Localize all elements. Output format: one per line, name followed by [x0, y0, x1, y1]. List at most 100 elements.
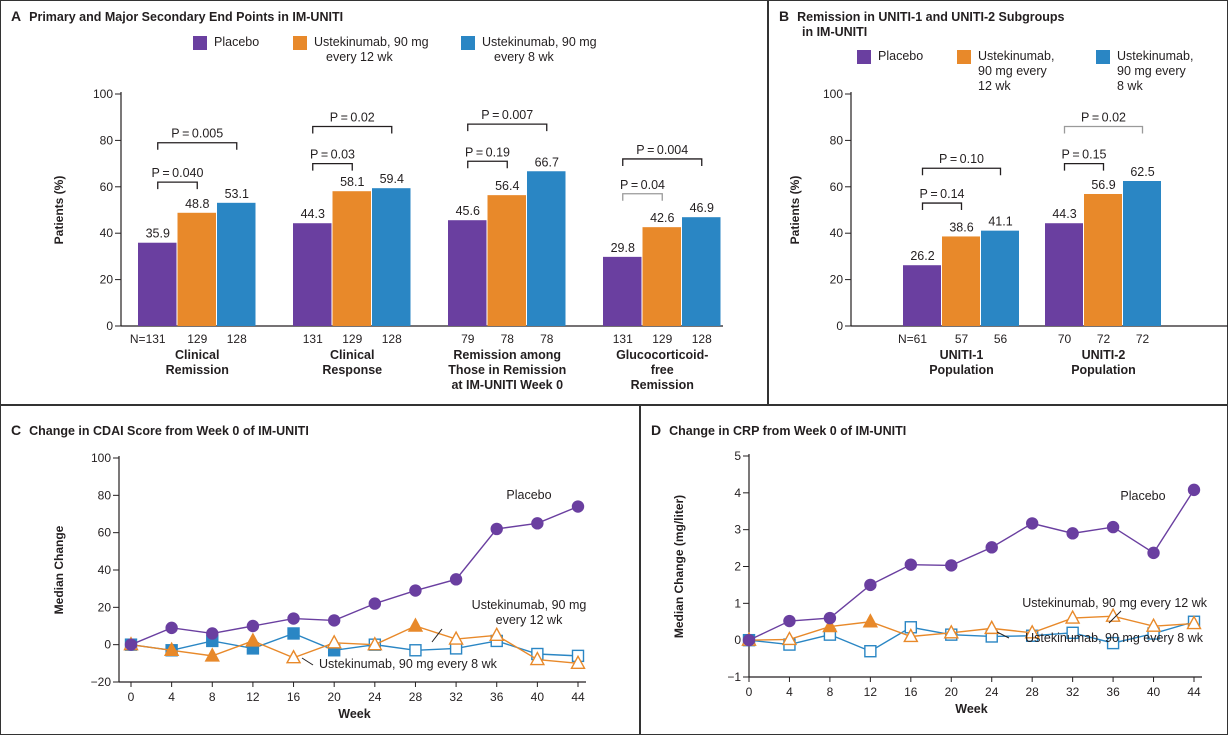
x-tick-label: 12: [864, 685, 878, 699]
n-label: 78: [540, 332, 554, 346]
point-placebo-0: [742, 633, 756, 647]
n-label: 72: [1136, 332, 1150, 346]
bar-value-label: 42.6: [650, 211, 674, 225]
point-placebo-10: [1147, 546, 1160, 560]
point-placebo-9: [490, 522, 503, 536]
y-tick-label: 80: [830, 133, 844, 147]
pvalue-bracket: [157, 142, 238, 150]
bar-value-label: 44.3: [301, 207, 325, 221]
category-label: Glucocorticoid-: [616, 348, 708, 362]
pvalue-bracket: [921, 202, 963, 211]
n-label: 131: [303, 332, 323, 346]
x-tick-label: 36: [1106, 685, 1120, 699]
point-placebo-6: [368, 597, 382, 610]
y-axis-label: Median Change: [52, 525, 66, 614]
series-line-ustekinumab-90-mg-every-8-wk: [748, 621, 1195, 652]
x-tick-label: 32: [1066, 685, 1080, 699]
point-ustekinumab-90-mg-every-12-wk-6: [984, 619, 1000, 635]
x-tick-label: 28: [409, 690, 423, 704]
series-line-ustekinumab-90-mg-every-12-wk: [748, 615, 1195, 641]
y-tick-label: 4: [734, 486, 741, 500]
legend-a-placebo: Placebo: [193, 35, 259, 50]
legend-b-placebo: Placebo: [857, 49, 923, 64]
legend-b-ust12-line1: Ustekinumab,: [978, 49, 1055, 63]
pvalue-bracket: [1063, 162, 1105, 171]
panel-c-title-text: Change in CDAI Score from Week 0 of IM-U…: [29, 424, 309, 438]
bar-value-label: 56.9: [1091, 178, 1115, 192]
legend-swatch-ust12: [293, 36, 307, 50]
x-tick-label: 36: [490, 690, 504, 704]
point-ustekinumab-90-mg-every-12-wk-6: [367, 636, 383, 651]
point-placebo-7: [409, 584, 422, 597]
n-label: N=131: [130, 332, 166, 346]
x-tick-label: 40: [531, 690, 545, 704]
point-ustekinumab-90-mg-every-8-wk-8: [1066, 626, 1079, 640]
category-label: Remission among: [453, 348, 561, 362]
point-ustekinumab-90-mg-every-12-wk-9: [489, 626, 505, 642]
x-tick-label: 28: [1026, 685, 1040, 699]
point-placebo-5: [327, 614, 341, 627]
point-placebo-2: [823, 611, 837, 625]
point-placebo-8: [1066, 527, 1079, 540]
point-ustekinumab-90-mg-every-12-wk-3: [245, 632, 261, 647]
legend-b-ust12: Ustekinumab, 90 mg every 12 wk: [957, 49, 1054, 94]
point-placebo-9: [1106, 520, 1120, 534]
y-tick-label: 20: [830, 273, 844, 287]
y-tick-label: 40: [100, 226, 114, 240]
pvalue-label: P = 0.02: [1081, 110, 1126, 124]
bar-ustekinumab-90-mg-every-8-wk-1: [372, 188, 411, 326]
point-ustekinumab-90-mg-every-12-wk-5: [326, 634, 342, 649]
category-label: Population: [1071, 363, 1136, 377]
point-ustekinumab-90-mg-every-12-wk-11: [570, 654, 586, 670]
x-tick-label: 4: [786, 685, 793, 699]
category-label: UNITI-2: [1082, 348, 1126, 362]
series-annotation-ustekinumab-90-mg-every-12-wk: every 12 wk: [496, 613, 563, 627]
y-tick-label: 40: [830, 226, 844, 240]
legend-b-placebo-label: Placebo: [878, 49, 924, 63]
point-ustekinumab-90-mg-every-12-wk-2: [204, 647, 220, 662]
bar-value-label: 35.9: [146, 227, 170, 241]
series-line-placebo: [130, 505, 579, 646]
y-tick-label: 0: [106, 319, 113, 333]
x-tick-label: 24: [985, 685, 999, 699]
y-tick-label: 60: [830, 180, 844, 194]
pvalue-bracket: [1063, 125, 1144, 134]
point-placebo-4: [904, 558, 918, 571]
bar-placebo-2: [448, 220, 487, 326]
point-ustekinumab-90-mg-every-12-wk-7: [407, 617, 424, 632]
pvalue-label: P = 0.02: [330, 110, 375, 124]
panel-b-letter: B: [779, 8, 790, 24]
bar-value-label: 48.8: [185, 197, 209, 211]
legend-a-ust12: Ustekinumab, 90 mg every 12 wk: [293, 35, 429, 65]
legend-a-ust8: Ustekinumab, 90 mg every 8 wk: [461, 35, 597, 65]
x-axis-label: Week: [955, 702, 987, 716]
panel-c-title: C Change in CDAI Score from Week 0 of IM-…: [11, 422, 309, 438]
bar-value-label: 66.7: [535, 155, 559, 169]
x-tick-label: 40: [1147, 685, 1161, 699]
x-tick-label: 20: [945, 685, 959, 699]
point-ustekinumab-90-mg-every-8-wk-7: [409, 644, 422, 657]
legend-b-ust8-line1: Ustekinumab,: [1117, 49, 1194, 63]
legend-b-ust8-line3: 8 wk: [1117, 79, 1143, 93]
bar-value-label: 56.4: [495, 179, 519, 193]
panel-b-title-line1: Remission in UNITI-1 and UNITI-2 Subgrou…: [797, 10, 1065, 24]
bar-placebo-0: [903, 265, 941, 326]
point-ustekinumab-90-mg-every-12-wk-8: [1064, 609, 1081, 624]
bar-value-label: 58.1: [340, 175, 364, 189]
bar-placebo-1: [293, 223, 332, 326]
point-placebo-3: [246, 619, 260, 633]
bar-placebo-1: [1045, 223, 1083, 326]
point-placebo-5: [945, 559, 958, 572]
category-label: Remission: [166, 363, 229, 377]
legend-a-ust8-line2: every 8 wk: [494, 50, 554, 64]
x-tick-label: 8: [827, 685, 834, 699]
panel-d-letter: D: [651, 422, 662, 438]
n-label: 128: [227, 332, 247, 346]
legend-swatch-ust12: [957, 50, 971, 64]
n-label: N=61: [898, 332, 927, 346]
point-placebo-2: [206, 627, 219, 640]
point-placebo-8: [449, 573, 463, 586]
x-tick-label: 0: [746, 685, 753, 699]
bar-ustekinumab-90-mg-every-12-wk-2: [487, 195, 526, 326]
bar-value-label: 26.2: [910, 249, 934, 263]
